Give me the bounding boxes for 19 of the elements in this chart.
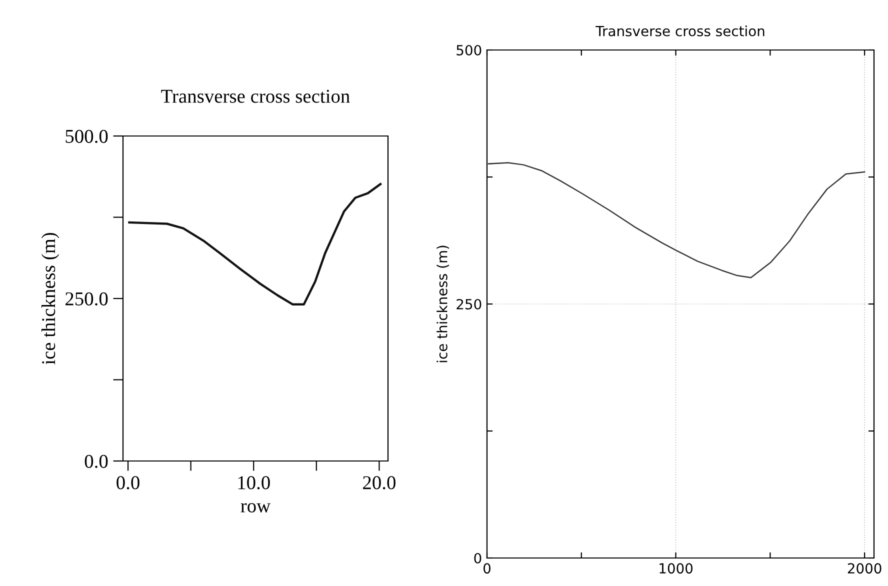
x-axis-title: row [240,503,271,512]
x-tick-label: 0.0 [116,476,140,490]
y-tick-label: 500 [456,44,482,56]
y-tick-label: 0.0 [84,454,108,468]
x-tick-label: 0 [483,563,490,574]
line-series [488,162,866,278]
y-axis-title: ice thickness (m) [41,232,60,365]
x-tick-label: 20.0 [363,476,396,490]
chart-title: Transverse cross section [161,90,350,103]
y-tick-label: 250 [456,298,482,310]
y-tick-label: 0 [474,552,482,564]
x-tick-label: 2000 [848,563,882,574]
chart-title: Transverse cross section [596,26,764,36]
line-series [128,182,382,306]
y-axis-title: ice thickness (m) [436,246,450,362]
y-tick-label: 500.0 [66,130,108,144]
x-tick-label: 1000 [660,563,693,574]
x-tick-label: 10.0 [238,476,270,490]
y-tick-label: 250.0 [66,292,108,306]
